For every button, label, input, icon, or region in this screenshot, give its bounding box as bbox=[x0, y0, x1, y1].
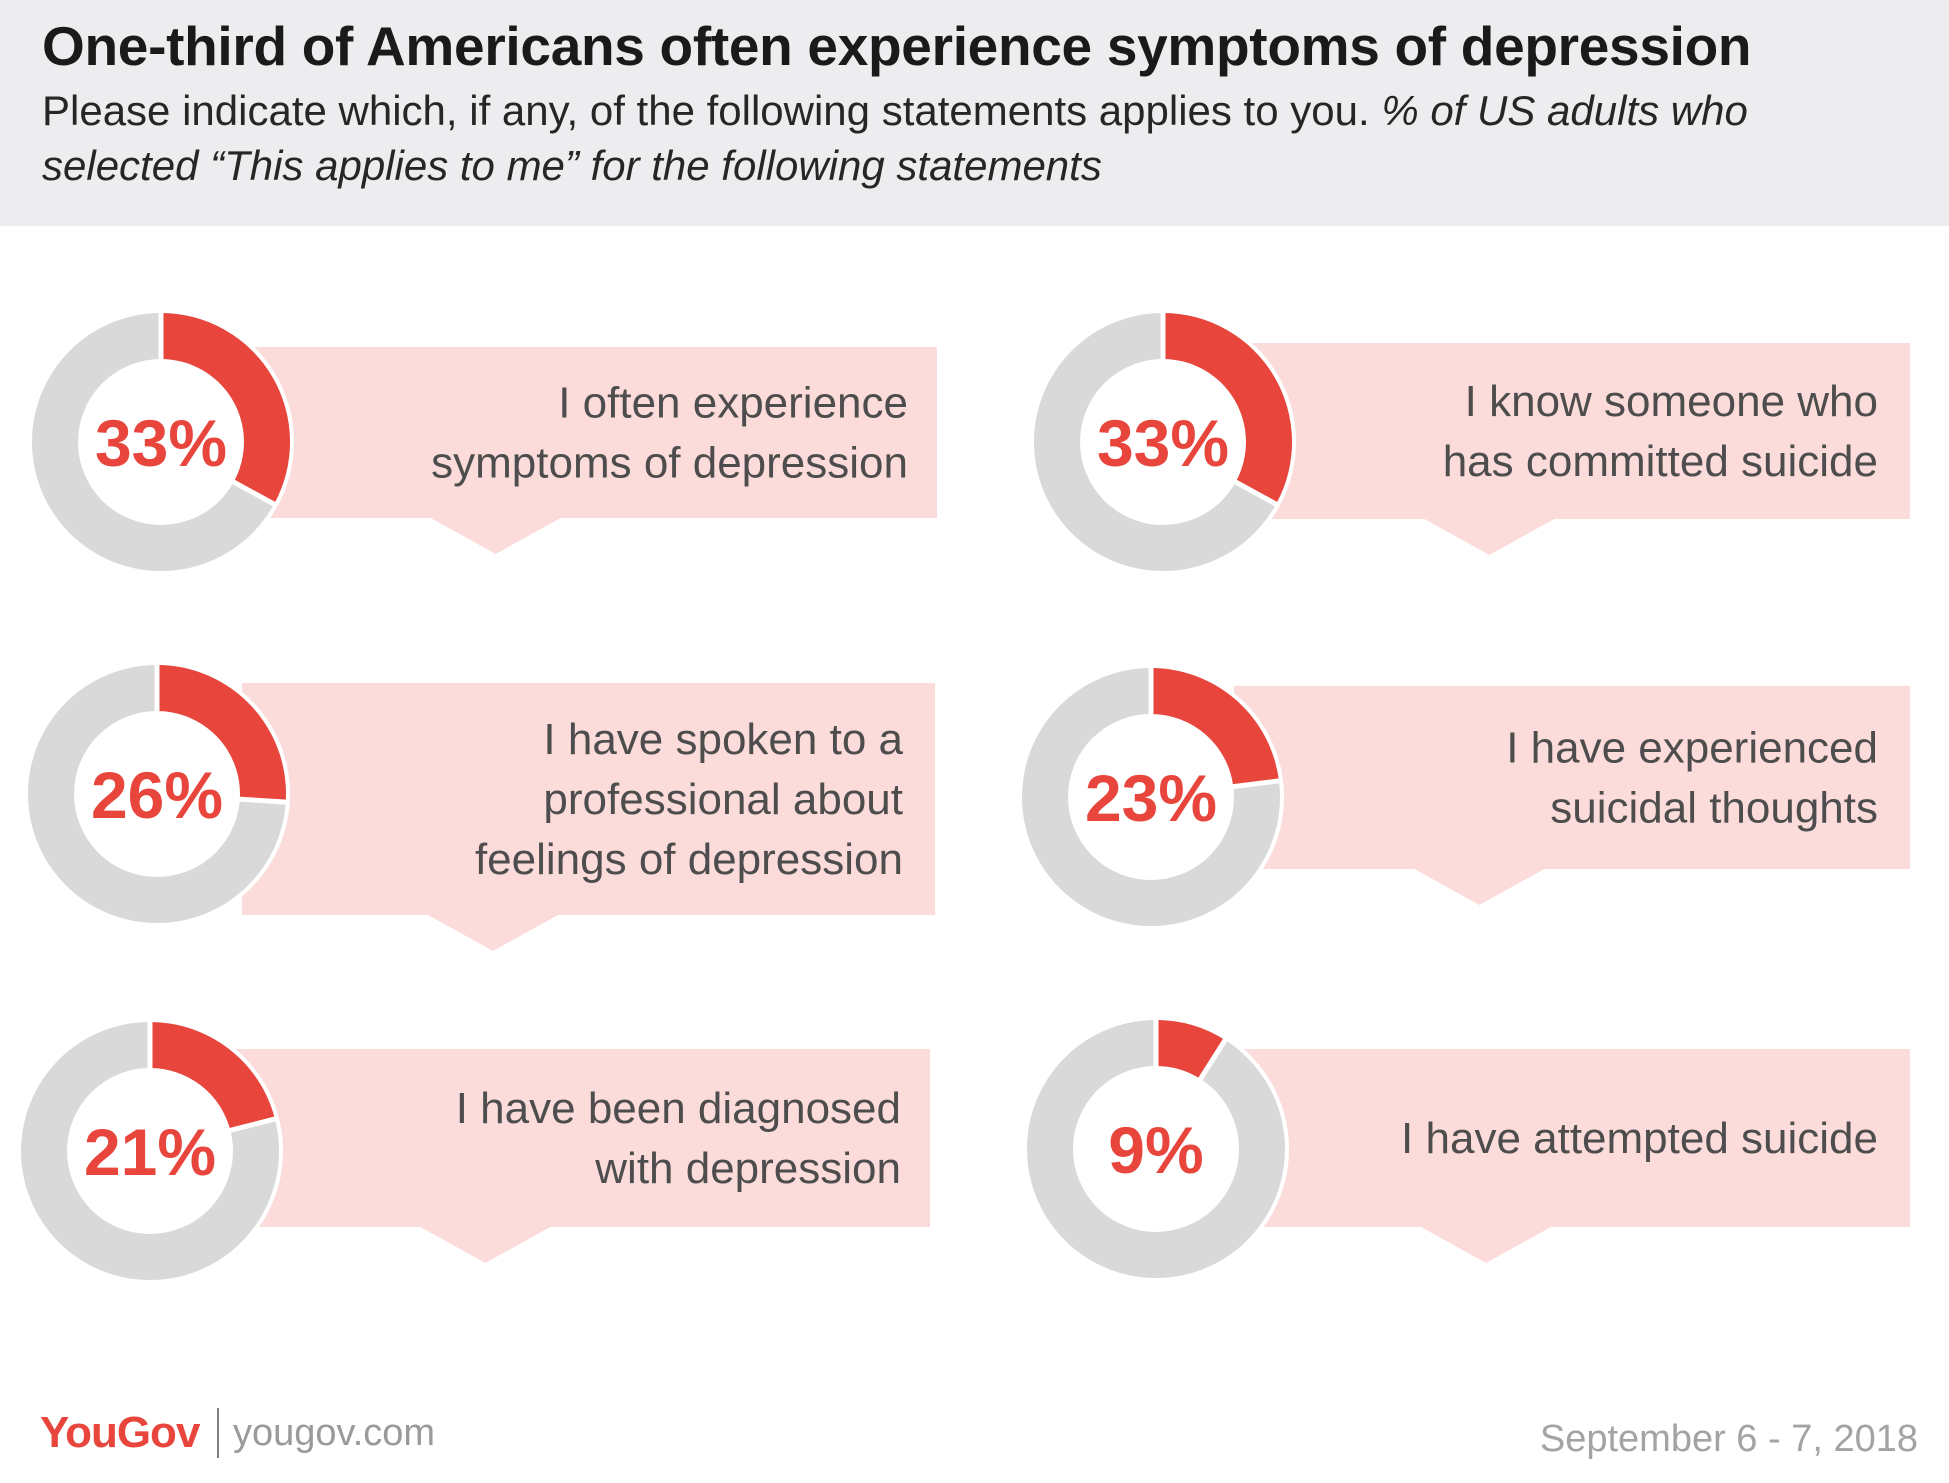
callout-box bbox=[233, 1049, 930, 1263]
statement-line: professional about bbox=[543, 775, 903, 824]
statement-line: with depression bbox=[594, 1144, 901, 1193]
donut-value-arc bbox=[1151, 668, 1279, 787]
chart-subtitle: Please indicate which, if any, of the fo… bbox=[42, 83, 1912, 193]
statement-line: I have been diagnosed bbox=[456, 1084, 901, 1133]
statement-line: I have spoken to a bbox=[543, 715, 903, 764]
statement-line: feelings of depression bbox=[475, 835, 903, 884]
chart-panel: 33% I know someone who has committed suici… bbox=[1030, 309, 1910, 575]
percent-label: 9% bbox=[1108, 1113, 1203, 1187]
header-band: One-third of Americans often experience … bbox=[0, 0, 1949, 226]
percent-label: 33% bbox=[95, 406, 227, 480]
donut-value-arc bbox=[150, 1022, 275, 1131]
percent-label: 21% bbox=[84, 1115, 216, 1189]
donut-separator bbox=[231, 479, 277, 507]
donut-value-arc bbox=[1163, 313, 1292, 505]
chart-panel: 33% I often experience symptoms of depress… bbox=[28, 309, 937, 575]
donut-separator bbox=[1233, 479, 1279, 507]
statement-line: I have experienced bbox=[1506, 724, 1878, 773]
statement-line: I have attempted suicide bbox=[1401, 1114, 1878, 1163]
callout-box bbox=[1249, 343, 1910, 555]
donut-chart-grid: 33% I often experience symptoms of depress… bbox=[17, 309, 1910, 1284]
chart-panel: 9% I have attempted suicide bbox=[1023, 1016, 1910, 1282]
statement-line: I often experience bbox=[558, 379, 908, 428]
subtitle-note: % of US adults who selected “This applie… bbox=[42, 87, 1748, 189]
chart-panel: 21% I have been diagnosed with depression bbox=[17, 1018, 930, 1284]
callout-box bbox=[1234, 686, 1910, 905]
percent-label: 33% bbox=[1097, 406, 1229, 480]
footer-divider bbox=[217, 1408, 219, 1458]
chart-panel: 26% I have spoken to a professional about f… bbox=[24, 661, 935, 951]
statement-line: symptoms of depression bbox=[431, 439, 908, 488]
chart-panel: 23% I have experienced suicidal thoughts bbox=[1018, 664, 1910, 930]
donut-separator bbox=[1197, 1037, 1228, 1082]
percent-label: 26% bbox=[91, 758, 223, 832]
donut-separator bbox=[238, 796, 287, 805]
callout-box bbox=[1244, 1049, 1910, 1263]
statement-line: suicidal thoughts bbox=[1550, 784, 1878, 833]
callout-box bbox=[242, 683, 935, 951]
footer-website[interactable]: yougov.com bbox=[233, 1412, 436, 1454]
donut-separator bbox=[228, 1116, 277, 1134]
chart-title: One-third of Americans often experience … bbox=[42, 15, 1752, 77]
statement-line: I know someone who bbox=[1465, 377, 1878, 426]
donut-value-arc bbox=[157, 665, 286, 803]
subtitle-question: Please indicate which, if any, of the fo… bbox=[42, 87, 1382, 134]
survey-date: September 6 - 7, 2018 bbox=[1539, 1418, 1918, 1460]
donut-value-arc bbox=[161, 313, 290, 505]
statement-line: has committed suicide bbox=[1443, 437, 1878, 486]
percent-label: 23% bbox=[1085, 761, 1217, 835]
callout-box bbox=[245, 347, 937, 554]
yougov-logo: YouGov bbox=[40, 1408, 200, 1457]
donut-separator bbox=[1232, 778, 1281, 790]
